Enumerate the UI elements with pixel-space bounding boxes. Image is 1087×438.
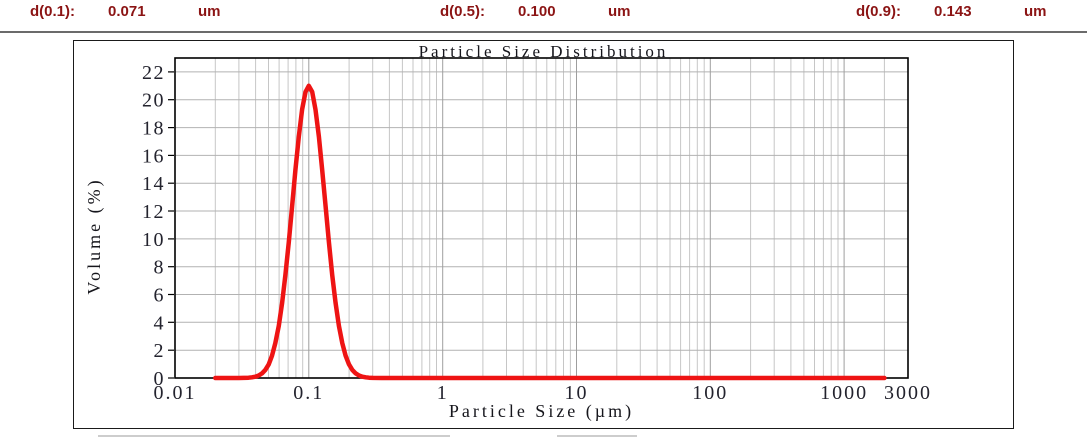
d90-unit: um — [1024, 3, 1047, 20]
svg-text:0: 0 — [154, 368, 166, 390]
volume-distribution-curve — [213, 83, 887, 381]
svg-text:10: 10 — [142, 229, 165, 251]
gridlines-minor — [214, 58, 885, 378]
d50-label: d(0.5): — [440, 3, 485, 20]
plot-border — [174, 57, 909, 379]
svg-text:14: 14 — [142, 173, 165, 195]
svg-text:8: 8 — [154, 257, 166, 279]
svg-text:12: 12 — [142, 201, 165, 223]
gridlines-major — [308, 58, 845, 378]
d90-label: d(0.9): — [856, 3, 901, 20]
header-separator — [0, 31, 1087, 33]
svg-text:3000: 3000 — [884, 382, 932, 404]
d10-label: d(0.1): — [30, 3, 75, 20]
svg-text:100: 100 — [692, 382, 728, 404]
d10-value: 0.071 — [108, 3, 146, 20]
d50-unit: um — [608, 3, 631, 20]
svg-text:22: 22 — [142, 62, 165, 84]
d50-value: 0.100 — [518, 3, 556, 20]
d90-value: 0.143 — [934, 3, 972, 20]
y-axis-ticks — [168, 71, 174, 379]
svg-text:2: 2 — [154, 340, 166, 362]
x-axis-label: Particle Size (µm) — [448, 401, 635, 421]
distribution-chart-svg: 0 2 4 6 8 10 12 14 16 18 20 22 0.01 0.1 1 10 100 1000 3000 — [142, 57, 932, 404]
y-tick-labels: 0 2 4 6 8 10 12 14 16 18 20 22 — [142, 62, 166, 390]
svg-text:4: 4 — [154, 312, 166, 334]
svg-text:18: 18 — [142, 118, 165, 140]
svg-text:20: 20 — [142, 90, 165, 112]
gridlines-horizontal — [175, 71, 908, 351]
svg-text:6: 6 — [154, 285, 166, 307]
chart-title: Particle Size Distribution — [418, 42, 669, 61]
cropped-next-section-line — [98, 435, 450, 437]
svg-text:1: 1 — [437, 382, 449, 404]
svg-text:10: 10 — [565, 382, 589, 404]
cropped-next-section-line — [557, 435, 637, 437]
d10-unit: um — [198, 3, 221, 20]
svg-text:16: 16 — [142, 145, 165, 167]
svg-text:0.1: 0.1 — [293, 382, 324, 404]
svg-text:1000: 1000 — [820, 382, 868, 404]
x-tick-labels: 0.01 0.1 1 10 100 1000 3000 — [154, 382, 932, 404]
svg-text:0.01: 0.01 — [154, 382, 197, 404]
